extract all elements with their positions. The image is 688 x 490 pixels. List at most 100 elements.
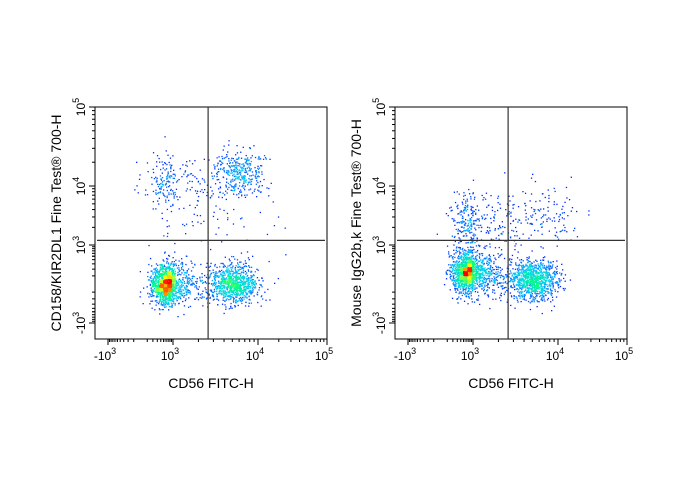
event-dot [501, 221, 503, 223]
event-dot [153, 271, 156, 273]
event-dot [242, 284, 244, 286]
event-dot [174, 270, 176, 272]
event-dot [470, 205, 472, 208]
event-dot [458, 262, 460, 264]
event-dot [213, 175, 215, 177]
event-dot [481, 288, 483, 290]
event-dot [224, 279, 227, 281]
event-dot [163, 260, 165, 262]
event-dot [233, 283, 236, 285]
event-dot [244, 171, 246, 173]
event-dot [451, 235, 453, 237]
event-dot [218, 156, 220, 158]
event-dot [209, 276, 211, 278]
event-dot [223, 296, 225, 298]
event-dot [218, 276, 220, 278]
event-dot [245, 296, 247, 298]
event-dot [516, 288, 518, 290]
event-dot [166, 195, 168, 197]
event-dot [231, 262, 233, 264]
event-dot [484, 257, 486, 259]
event-dot [529, 273, 531, 275]
event-dot [235, 170, 237, 172]
event-dot [549, 266, 551, 268]
event-dot [173, 283, 175, 285]
event-dot [463, 286, 466, 288]
event-dot [246, 275, 248, 278]
event-dot [234, 281, 236, 283]
event-dot [232, 178, 234, 180]
event-dot [177, 297, 180, 300]
event-dot [185, 164, 187, 166]
event-dot [466, 198, 468, 200]
event-dot [484, 281, 486, 284]
event-dot [226, 267, 228, 269]
event-dot [258, 172, 260, 174]
event-dot [563, 212, 565, 214]
event-dot [229, 167, 231, 169]
event-dot [240, 151, 242, 153]
event-dot [456, 264, 458, 266]
event-dot [472, 283, 474, 285]
event-dot [240, 284, 242, 286]
event-dot [161, 294, 163, 296]
event-dot [236, 288, 239, 290]
event-dot [564, 280, 566, 282]
event-dot [501, 268, 503, 270]
event-dot [160, 287, 162, 290]
event-dot [234, 294, 236, 296]
event-dot [247, 164, 249, 166]
event-dot [454, 284, 456, 287]
event-dot [164, 286, 167, 288]
event-dot [499, 277, 502, 279]
event-dot [534, 212, 537, 215]
event-dot [231, 278, 233, 280]
event-dot [234, 187, 236, 189]
event-dot [225, 186, 227, 188]
event-dot [160, 274, 163, 277]
event-dot [470, 242, 472, 244]
event-dot [503, 257, 506, 260]
event-dot [225, 281, 227, 283]
event-dot [208, 294, 210, 296]
event-dot [463, 256, 465, 258]
event-dot [545, 268, 547, 271]
event-dot [546, 290, 548, 292]
event-dot [235, 154, 237, 156]
event-dot [231, 169, 233, 171]
event-dot [257, 175, 259, 177]
event-dot [478, 267, 480, 270]
event-dot [251, 271, 253, 273]
event-dot [522, 267, 524, 269]
event-dot [154, 268, 156, 270]
event-dot [235, 286, 237, 288]
event-dot [479, 265, 481, 267]
event-dot [508, 273, 511, 275]
event-dot [152, 284, 154, 286]
event-dot [468, 252, 470, 254]
event-dot [545, 281, 547, 284]
event-dot [463, 209, 465, 211]
event-dot [237, 273, 240, 275]
event-dot [527, 284, 529, 286]
event-dot [203, 220, 205, 222]
event-dot [471, 298, 473, 300]
event-dot [215, 285, 217, 287]
event-dot [487, 267, 489, 269]
event-dot [470, 249, 472, 251]
event-dot [155, 285, 157, 288]
event-dot [465, 233, 467, 235]
event-dot [166, 220, 168, 222]
event-dot [469, 229, 471, 232]
event-dot [540, 299, 542, 301]
event-dot [493, 289, 495, 291]
event-dot [467, 204, 469, 206]
event-dot [536, 274, 538, 276]
event-dot [549, 280, 551, 282]
event-dot [256, 180, 258, 182]
event-dot [481, 218, 483, 220]
event-dot [522, 281, 524, 283]
event-dot [168, 283, 171, 285]
event-dot [538, 209, 540, 211]
